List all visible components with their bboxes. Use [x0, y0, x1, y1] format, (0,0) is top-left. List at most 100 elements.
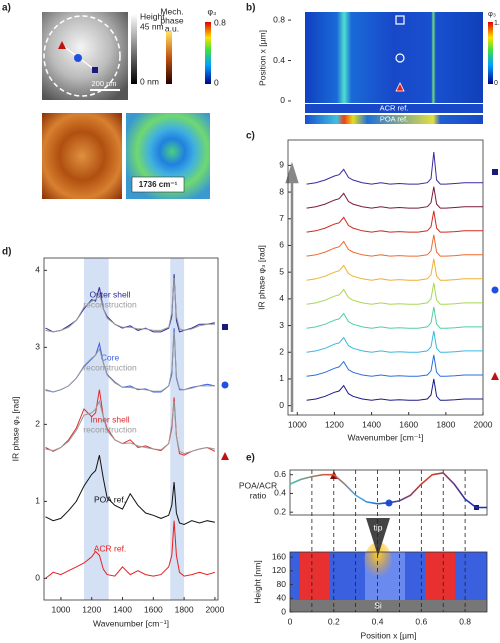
- y-tick-label: 7: [279, 213, 284, 223]
- y-axis-label: IR phase φ₃ [rad]: [10, 397, 20, 462]
- colorbar-label: φ₃: [208, 6, 217, 16]
- acr-strip: [305, 104, 483, 113]
- series-line: [45, 328, 216, 393]
- strip-label: POA ref.: [380, 114, 408, 123]
- y-tick-label: 40: [277, 593, 287, 603]
- phase-colorbar: [205, 22, 211, 84]
- series-label: ACR ref.: [94, 543, 127, 553]
- plot-frame: [43, 257, 219, 601]
- mech-colorbar: [166, 32, 172, 84]
- x-tick-label: 1000: [288, 419, 307, 429]
- x-tick-label: 0.2: [328, 616, 340, 626]
- series-line: [306, 354, 483, 377]
- series-line: [306, 258, 483, 281]
- circle-marker: [74, 54, 82, 62]
- x-tick-label: 1400: [362, 419, 381, 429]
- y-tick-label: 2: [279, 347, 284, 357]
- series-line: [306, 282, 483, 305]
- shell-outline: [43, 15, 121, 97]
- x-axis-label: Wavenumber [cm⁻¹]: [348, 432, 424, 442]
- x-axis-label: Wavenumber [cm⁻¹]: [93, 618, 169, 628]
- panel-label: a): [2, 3, 11, 14]
- annotation: tip: [374, 522, 383, 532]
- y-tick-label: 0.4: [274, 488, 286, 498]
- strip-label: ACR ref.: [380, 103, 409, 112]
- x-tick-label: 1200: [325, 419, 344, 429]
- highlight-band: [84, 258, 109, 600]
- y-tick-label: 160: [272, 551, 286, 561]
- phase-colorbar: [488, 22, 493, 84]
- x-tick-label: 1400: [113, 604, 132, 614]
- y-tick-label: 0: [280, 95, 285, 105]
- series-line: [45, 277, 215, 333]
- tip: [366, 518, 390, 556]
- height-colorbar: [131, 14, 137, 84]
- triangle-marker: [395, 82, 405, 92]
- series-label: Inner shell: [90, 414, 129, 424]
- linescan-image: [305, 12, 483, 103]
- panel-label: d): [2, 247, 11, 258]
- y-tick-label: 3: [35, 342, 40, 352]
- square-marker: [222, 324, 228, 330]
- panel-label: c): [246, 131, 255, 142]
- y-tick-label: 80: [277, 579, 287, 589]
- x-tick-label: 1800: [436, 419, 455, 429]
- y-tick-label: 0: [279, 400, 284, 410]
- series-line: [306, 186, 483, 209]
- colorbar-max: 1.2: [494, 20, 500, 27]
- x-tick-label: 1000: [51, 604, 70, 614]
- colorbar-min: 0: [494, 80, 498, 87]
- y-tick-label: 3: [279, 320, 284, 330]
- mech-phase-image: [42, 113, 122, 199]
- y-tick-label: 4: [35, 265, 40, 275]
- y-tick-label: 6: [279, 240, 284, 250]
- y-tick-label: 1: [279, 373, 284, 383]
- x-tick-label: 0.4: [372, 616, 384, 626]
- plot-frame: [287, 139, 484, 416]
- x-tick-label: 1600: [144, 604, 163, 614]
- series-line: [45, 455, 215, 526]
- y-axis-label: Position x [µm]: [257, 30, 267, 86]
- series-label: POA ref.: [94, 494, 126, 504]
- series-label: reconstruction: [83, 362, 137, 372]
- series-label: reconstruction: [83, 424, 137, 434]
- x-tick-label: 2000: [474, 419, 493, 429]
- y-axis-label: Height [nm]: [252, 560, 262, 603]
- x-tick-label: 2000: [205, 604, 224, 614]
- label-box: [131, 176, 185, 193]
- y-tick-label: 0.4: [273, 55, 285, 65]
- y-tick-label: 4: [279, 293, 284, 303]
- scan-arrow: [291, 14, 305, 100]
- series-line: [306, 234, 483, 257]
- poa-strip: [305, 115, 483, 124]
- y-tick-label: 8: [279, 186, 284, 196]
- circle-marker: [395, 53, 405, 63]
- y-axis-label: POA/ACR: [239, 480, 277, 490]
- y-tick-label: 0.6: [274, 469, 286, 479]
- red-region: [300, 552, 330, 600]
- colorbar-max: 0.8: [214, 17, 226, 27]
- colorbar-min: 0: [214, 77, 219, 87]
- x-tick-label: 0.6: [415, 616, 427, 626]
- x-tick-label: 1800: [175, 604, 194, 614]
- colorbar-label: φ₃: [488, 9, 496, 18]
- panel-label: e): [246, 453, 255, 464]
- series-line: [306, 151, 483, 185]
- circle-marker: [491, 286, 499, 294]
- y-tick-label: 120: [272, 565, 286, 575]
- series-line: [306, 378, 483, 401]
- series-line: [306, 330, 483, 353]
- circle-marker: [221, 381, 229, 389]
- series-line: [45, 399, 215, 455]
- x-tick-label: 0.8: [459, 616, 471, 626]
- y-tick-label: 0: [281, 606, 286, 616]
- colorbar-label: phase: [160, 15, 183, 25]
- colorbar-unit: a.u.: [165, 23, 179, 33]
- wavenumber-label: 1736 cm⁻¹: [139, 180, 178, 189]
- square-marker: [492, 169, 498, 175]
- scan-arrow: [285, 161, 299, 412]
- y-tick-label: 0.2: [274, 506, 286, 516]
- y-axis-label: IR phase φ₃ [rad]: [256, 245, 266, 310]
- annotation: Si: [374, 600, 382, 610]
